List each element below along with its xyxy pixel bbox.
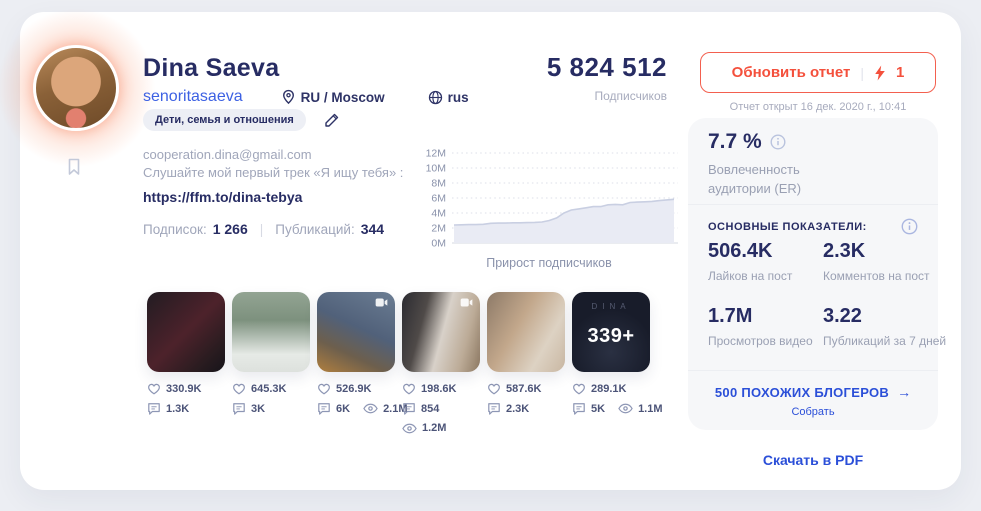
eye-icon <box>402 423 417 433</box>
comment-icon <box>148 403 160 415</box>
tile-brand-text: DINA <box>591 302 631 311</box>
following-value: 1 266 <box>212 221 248 237</box>
panel-divider <box>688 204 938 205</box>
language-item: rus <box>428 90 469 105</box>
video-icon <box>375 298 388 307</box>
heart-icon <box>233 383 245 395</box>
svg-text:8M: 8M <box>431 178 446 190</box>
svg-text:2M: 2M <box>431 223 446 235</box>
post-stats: 645.3K 3K <box>232 382 310 415</box>
svg-text:6M: 6M <box>431 193 446 205</box>
more-posts-count: 339+ <box>587 325 635 347</box>
edit-pencil-icon[interactable] <box>324 112 340 128</box>
eye-icon <box>618 403 633 414</box>
er-info-icon[interactable] <box>770 134 786 150</box>
download-pdf-link[interactable]: Скачать в PDF <box>762 452 864 468</box>
post-column: 330.9K 1.3K <box>147 292 225 441</box>
er-label: Вовлеченность аудитории (ER) <box>708 162 802 196</box>
bio-line: Слушайте мой первый трек «Я ищу тебя» : <box>143 165 404 180</box>
metric-posts-week: 3.22 Публикаций за 7 дней <box>823 305 947 348</box>
more-posts-tile[interactable]: DINA 339+ <box>572 292 650 372</box>
post-thumbnail-5[interactable] <box>487 292 565 372</box>
post-thumbnail-4[interactable] <box>402 292 480 372</box>
language-label: rus <box>447 89 469 105</box>
bio-email: cooperation.dina@gmail.com <box>143 147 312 162</box>
credits-count: 1 <box>895 64 905 81</box>
video-icon <box>460 298 473 307</box>
svg-text:12M: 12M <box>426 148 446 160</box>
avatar <box>33 45 119 131</box>
er-value: 7.7 % <box>708 130 762 153</box>
followers-block: 5 824 512 Подписчиков <box>467 52 667 103</box>
metric-comments: 2.3K Комментов на пост <box>823 240 930 283</box>
similar-action[interactable]: Собрать <box>791 406 835 418</box>
bookmark-icon[interactable] <box>66 158 82 176</box>
comment-icon <box>488 403 500 415</box>
bio-text: cooperation.dina@gmail.com Слушайте мой … <box>143 146 403 182</box>
key-metrics-panel <box>688 118 938 430</box>
post-stats: 330.9K 1.3K <box>147 382 225 415</box>
username-link[interactable]: senoritasaeva <box>143 88 243 105</box>
metrics-title: ОСНОВНЫЕ ПОКАЗАТЕЛИ: <box>708 220 867 233</box>
comment-icon <box>318 403 330 415</box>
metric-likes: 506.4K Лайков на пост <box>708 240 793 283</box>
heart-icon <box>573 383 585 395</box>
svg-text:0M: 0M <box>431 238 446 250</box>
lightning-bolt-icon <box>875 65 885 80</box>
followers-label: Подписчиков <box>594 89 668 103</box>
heart-icon <box>148 383 160 395</box>
post-stats: 587.6K 2.3K <box>487 382 565 415</box>
update-report-label: Обновить отчет <box>731 64 851 81</box>
report-opened-date: Отчет открыт 16 дек. 2020 г., 10:41 <box>729 101 907 113</box>
post-thumbnail-3[interactable] <box>317 292 395 372</box>
post-stats: 198.6K 854 1.2M <box>402 382 480 434</box>
comment-icon <box>403 403 415 415</box>
location-item: RU / Moscow <box>281 89 385 105</box>
panel-divider <box>688 370 938 371</box>
profile-counts: Подписок: 1 266 | Публикаций: 344 <box>143 221 385 237</box>
followers-growth-chart: 12M 10M 8M 6M 4M 2M 0M <box>418 146 680 255</box>
post-column: 587.6K 2.3K <box>487 292 565 441</box>
post-thumbnail-1[interactable] <box>147 292 225 372</box>
followers-count: 5 824 512 <box>546 52 667 82</box>
recent-posts: 330.9K 1.3K 645.3K 3K 526.9K 6K 2.1M <box>147 292 663 441</box>
svg-text:10M: 10M <box>426 163 446 175</box>
page-title: Dina Saeva <box>143 54 280 82</box>
chart-title: Прирост подписчиков <box>486 256 612 270</box>
svg-text:4M: 4M <box>431 208 446 220</box>
heart-icon <box>318 383 330 395</box>
post-column: 526.9K 6K 2.1M <box>317 292 408 441</box>
comment-icon <box>233 403 245 415</box>
posts-label: Публикаций: <box>275 221 355 237</box>
following-label: Подписок: <box>143 221 207 237</box>
post-stats: 526.9K 6K 2.1M <box>317 382 408 415</box>
arrow-right-icon: → <box>897 384 912 400</box>
category-tag: Дети, семья и отношения <box>143 109 306 131</box>
comment-icon <box>573 403 585 415</box>
metrics-grid: 506.4K Лайков на пост 2.3K Комментов на … <box>708 240 947 348</box>
location-pin-icon <box>282 89 294 105</box>
bio-link[interactable]: https://ffm.to/dina-tebya <box>143 189 303 205</box>
post-stats: 289.1K 5K 1.1M <box>572 382 663 415</box>
globe-icon <box>428 90 442 104</box>
similar-bloggers-link[interactable]: 500 ПОХОЖИХ БЛОГЕРОВ → Собрать <box>688 384 938 418</box>
post-thumbnail-2[interactable] <box>232 292 310 372</box>
post-column: DINA 339+ 289.1K 5K 1.1M <box>572 292 663 441</box>
post-column: 198.6K 854 1.2M <box>402 292 480 441</box>
eye-icon <box>363 403 378 414</box>
update-report-button[interactable]: Обновить отчет | 1 <box>700 52 936 93</box>
heart-icon <box>488 383 500 395</box>
location-label: RU / Moscow <box>300 89 385 105</box>
metric-views: 1.7M Просмотров видео <box>708 305 813 348</box>
metrics-info-icon[interactable] <box>901 218 918 235</box>
posts-value: 344 <box>360 221 385 237</box>
heart-icon <box>403 383 415 395</box>
post-column: 645.3K 3K <box>232 292 310 441</box>
